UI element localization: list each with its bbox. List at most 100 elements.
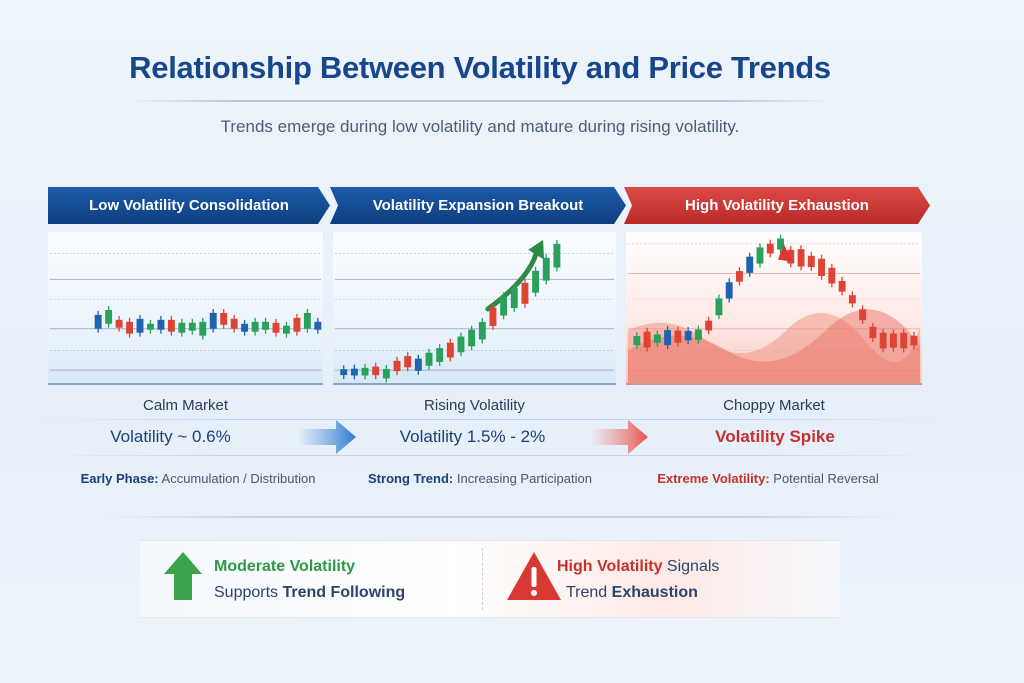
candlestick	[633, 336, 640, 345]
candlestick	[116, 320, 123, 328]
candlestick	[314, 322, 321, 330]
candlestick	[262, 322, 269, 330]
candlestick	[426, 353, 433, 366]
candlestick	[372, 367, 379, 376]
chart-consolidation	[48, 232, 323, 385]
text-bold: Trend Following	[282, 584, 405, 601]
candlestick	[283, 326, 290, 334]
candlestick	[351, 369, 358, 376]
candlestick	[231, 319, 238, 329]
banner-expansion-breakout: Volatility Expansion Breakout	[330, 187, 626, 224]
volatility-rising: Volatility 1.5% - 2%	[345, 427, 600, 447]
candlestick	[859, 309, 866, 320]
candlestick	[644, 332, 651, 348]
candlestick	[757, 247, 764, 263]
candlestick	[383, 369, 390, 378]
candlestick	[890, 333, 897, 347]
up-arrow-icon	[163, 552, 203, 600]
candlestick	[798, 249, 805, 266]
summary-high-text: Trend Exhaustion	[566, 584, 698, 602]
phase-label-choppy: Choppy Market	[626, 397, 922, 414]
summary-high-title: High Volatility Signals	[557, 558, 719, 576]
phase-label-calm: Calm Market	[48, 397, 323, 414]
warning-icon	[506, 551, 562, 601]
candlestick	[304, 313, 311, 329]
candlestick	[808, 256, 815, 267]
candlestick	[178, 323, 185, 333]
candlestick	[767, 244, 774, 254]
candlestick	[674, 330, 681, 342]
candlestick	[500, 296, 507, 315]
candlestick	[746, 257, 753, 273]
candlestick	[95, 315, 102, 329]
candlestick	[521, 283, 528, 304]
candlestick	[849, 295, 856, 303]
phase-desc-early: Early Phase: Accumulation / Distribution	[48, 471, 348, 486]
arrow-right-red-icon	[590, 420, 650, 454]
candlestick	[252, 322, 259, 332]
candlestick	[654, 334, 661, 342]
candlestick	[818, 259, 825, 276]
text: Signals	[662, 558, 719, 575]
phase-label-rising: Rising Volatility	[333, 397, 616, 414]
desc-bold: Extreme Volatility:	[657, 471, 769, 486]
candlestick	[726, 282, 733, 298]
arrow-right-blue-icon	[298, 420, 358, 454]
candlestick	[458, 337, 465, 353]
candlestick	[210, 313, 217, 329]
candlestick	[828, 268, 835, 284]
candlestick	[664, 330, 671, 345]
text: Supports	[214, 584, 282, 601]
desc-text: Increasing Participation	[453, 471, 592, 486]
candlestick	[447, 343, 454, 358]
candlestick	[900, 333, 907, 349]
candlestick	[340, 369, 347, 375]
summary-moderate-title: Moderate Volatility	[214, 558, 355, 576]
banner-low-volatility: Low Volatility Consolidation	[48, 187, 330, 224]
candlestick	[157, 320, 164, 330]
candlestick	[880, 333, 887, 349]
desc-bold: Strong Trend:	[368, 471, 453, 486]
desc-text: Potential Reversal	[770, 471, 879, 486]
candlestick	[199, 322, 206, 336]
divider	[100, 516, 900, 518]
candlestick	[168, 320, 175, 332]
text: Trend	[566, 584, 612, 601]
candlestick	[490, 308, 497, 326]
candlestick	[293, 318, 300, 332]
volatility-spike: Volatility Spike	[640, 427, 910, 447]
candlestick	[685, 331, 692, 340]
chart-breakout	[333, 232, 616, 385]
volatility-calm: Volatility ~ 0.6%	[48, 427, 293, 447]
candlestick	[126, 322, 133, 334]
phase-desc-strong: Strong Trend: Increasing Participation	[330, 471, 630, 486]
candlestick	[715, 298, 722, 315]
page-title: Relationship Between Volatility and Pric…	[0, 50, 960, 86]
divider	[40, 455, 940, 456]
candlestick	[105, 310, 112, 324]
candlestick	[415, 359, 422, 371]
candlestick	[910, 336, 917, 346]
candlestick	[468, 330, 475, 347]
text-bold: High Volatility	[557, 558, 662, 575]
candlestick	[479, 322, 486, 339]
candlestick	[241, 324, 248, 332]
divider	[40, 419, 940, 420]
candlestick	[147, 324, 154, 330]
candlestick	[436, 348, 443, 362]
candlestick	[736, 271, 743, 282]
chart-exhaustion	[626, 232, 922, 385]
phase-desc-extreme: Extreme Volatility: Potential Reversal	[618, 471, 918, 486]
subtitle: Trends emerge during low volatility and …	[0, 117, 960, 137]
desc-text: Accumulation / Distribution	[159, 471, 316, 486]
candlestick	[189, 323, 196, 331]
text-bold: Exhaustion	[612, 584, 698, 601]
candlestick	[273, 323, 280, 333]
candlestick	[511, 288, 518, 308]
candlestick	[869, 327, 876, 338]
candlestick	[394, 361, 401, 371]
summary-moderate-text: Supports Trend Following	[214, 584, 405, 602]
summary-box	[140, 540, 840, 618]
desc-bold: Early Phase:	[81, 471, 159, 486]
candlestick	[220, 313, 227, 325]
